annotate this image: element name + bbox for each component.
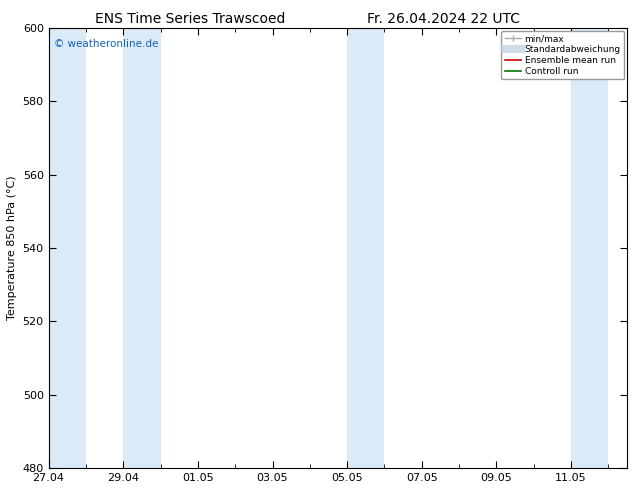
Bar xyxy=(49,28,86,468)
Y-axis label: Temperature 850 hPa (°C): Temperature 850 hPa (°C) xyxy=(7,176,17,320)
Text: Fr. 26.04.2024 22 UTC: Fr. 26.04.2024 22 UTC xyxy=(367,12,521,26)
Bar xyxy=(123,28,160,468)
Legend: min/max, Standardabweichung, Ensemble mean run, Controll run: min/max, Standardabweichung, Ensemble me… xyxy=(501,31,624,79)
Text: ENS Time Series Trawscoed: ENS Time Series Trawscoed xyxy=(95,12,285,26)
Bar xyxy=(571,28,609,468)
Bar xyxy=(347,28,384,468)
Text: © weatheronline.de: © weatheronline.de xyxy=(55,39,158,49)
